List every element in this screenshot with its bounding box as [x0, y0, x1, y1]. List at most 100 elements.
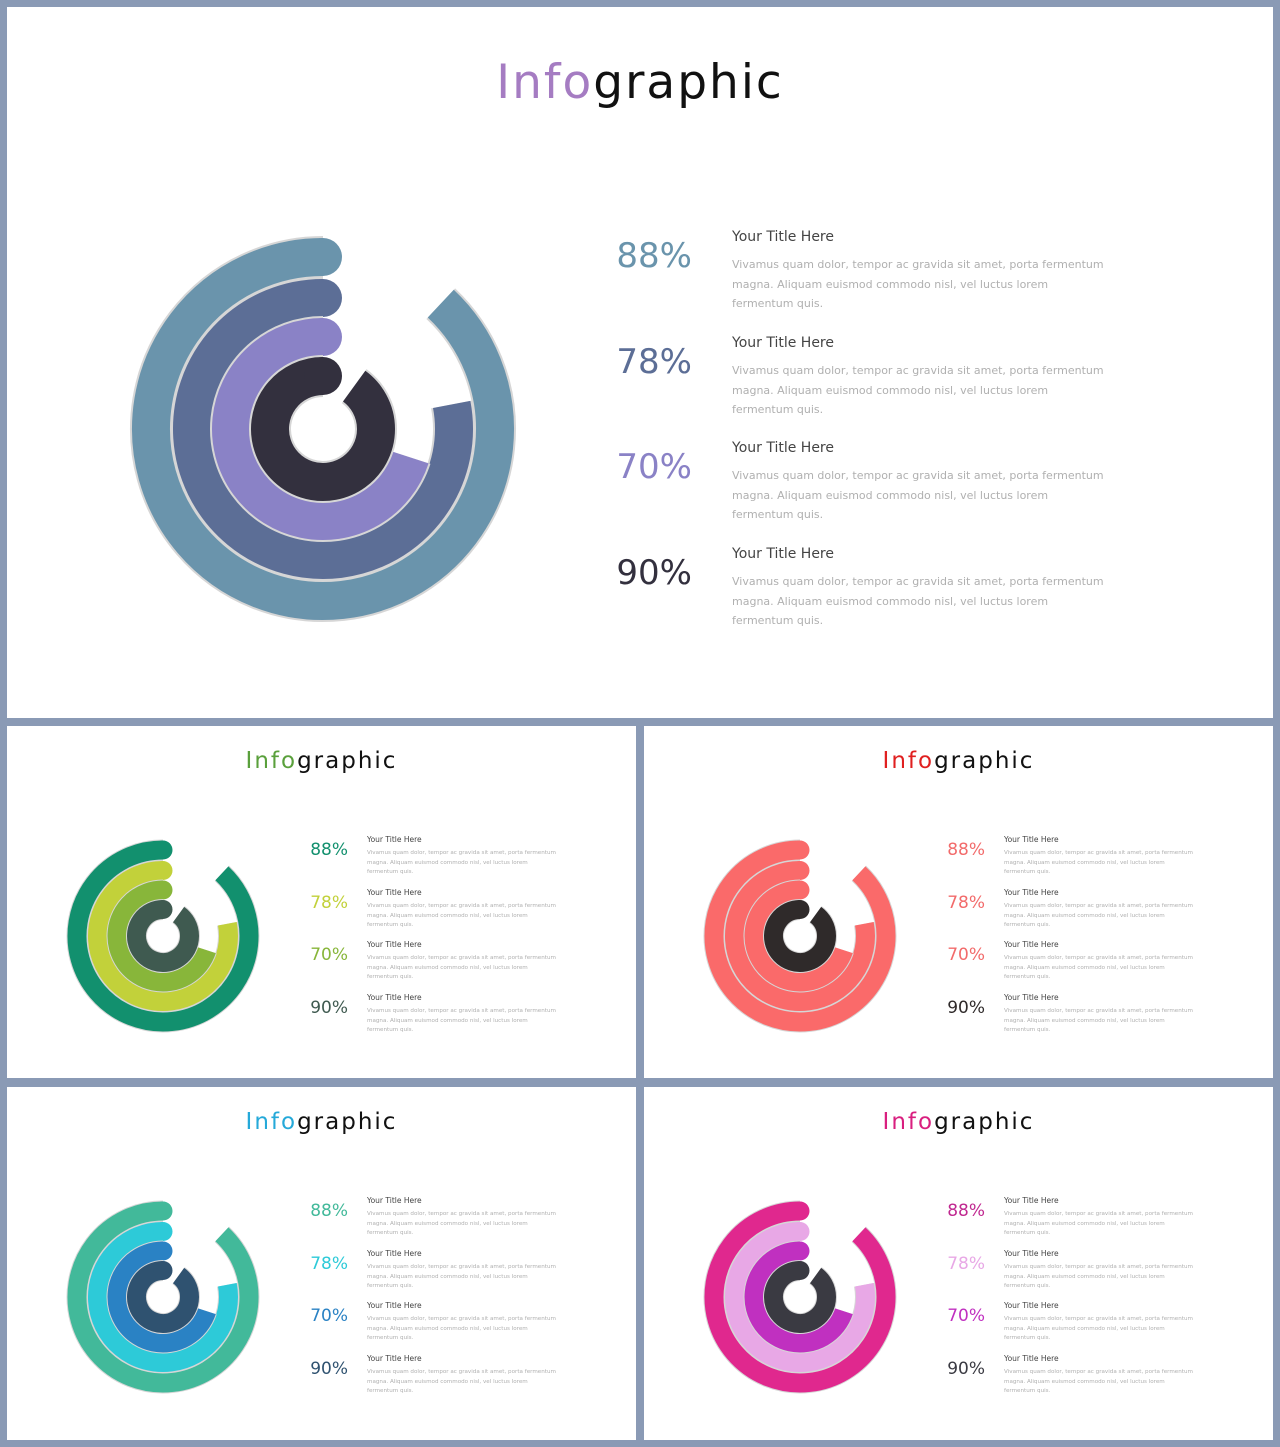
- ring-arc-2: [725, 1222, 875, 1372]
- percent-value: 90%: [947, 998, 985, 1018]
- ring-arc-3: [107, 1241, 216, 1353]
- percent-value: 70%: [310, 945, 348, 965]
- ring-cap-2: [790, 861, 810, 880]
- item-title: Your Title Here: [367, 940, 422, 949]
- item-description: Vivamus quam dolor, tempor ac gravida si…: [1004, 1211, 1193, 1237]
- title-rest: graphic: [934, 1109, 1035, 1135]
- ring-arc-4: [764, 900, 836, 972]
- slide-title: Infographic: [644, 748, 1273, 774]
- ring-cap-4: [153, 1261, 173, 1280]
- ring-arc-4: [251, 357, 395, 501]
- ring-arc-3: [744, 880, 853, 992]
- ring-arc-2: [88, 861, 238, 1011]
- item-title: Your Title Here: [1004, 1196, 1059, 1205]
- title-accent: Info: [882, 1109, 935, 1135]
- item-title: Your Title Here: [367, 835, 422, 844]
- ring-arc-4: [127, 900, 199, 972]
- item-title: Your Title Here: [367, 993, 422, 1002]
- percent-value: 70%: [947, 1306, 985, 1326]
- ring-cap-2: [790, 1222, 810, 1241]
- slide-title: Infographic: [7, 1109, 636, 1135]
- item-description: Vivamus quam dolor, tempor ac gravida si…: [1004, 1008, 1193, 1034]
- ring-arc-1: [132, 238, 514, 620]
- item-description: Vivamus quam dolor, tempor ac gravida si…: [1004, 850, 1193, 876]
- ring-cap-3: [304, 318, 342, 356]
- slide-green: Infographic 88% Your Title Here Vivamus …: [7, 726, 636, 1078]
- item-description: Vivamus quam dolor, tempor ac gravida si…: [1004, 1316, 1193, 1342]
- percent-value: 90%: [310, 1359, 348, 1379]
- item-description: Vivamus quam dolor, tempor ac gravida si…: [367, 1211, 556, 1237]
- item-description: Vivamus quam dolor, tempor ac gravida si…: [1004, 1264, 1193, 1290]
- slide-title: Infographic: [7, 55, 1273, 110]
- percent-value: 88%: [947, 1201, 985, 1221]
- percent-value: 88%: [616, 236, 692, 276]
- percent-value: 78%: [310, 1254, 348, 1274]
- title-accent: Info: [882, 748, 935, 774]
- item-description: Vivamus quam dolor, tempor ac gravida si…: [367, 1316, 556, 1342]
- item-title: Your Title Here: [367, 1196, 422, 1205]
- item-description: Vivamus quam dolor, tempor ac gravida si…: [732, 258, 1104, 310]
- item-title: Your Title Here: [1004, 940, 1059, 949]
- percent-value: 78%: [947, 893, 985, 913]
- ring-cap-1: [790, 1201, 810, 1221]
- ring-cap-1: [153, 840, 173, 860]
- slide-title: Infographic: [644, 1109, 1273, 1135]
- item-title: Your Title Here: [732, 546, 834, 562]
- ring-arc-2: [173, 279, 473, 579]
- ring-cap-1: [153, 1201, 173, 1221]
- ring-arc-3: [744, 1241, 853, 1353]
- title-rest: graphic: [297, 748, 398, 774]
- ring-cap-4: [790, 900, 810, 919]
- item-title: Your Title Here: [732, 229, 834, 245]
- percent-value: 88%: [947, 840, 985, 860]
- percent-value: 78%: [310, 893, 348, 913]
- slide-title: Infographic: [7, 748, 636, 774]
- title-rest: graphic: [593, 55, 784, 110]
- ring-chart: [66, 839, 260, 1033]
- item-description: Vivamus quam dolor, tempor ac gravida si…: [1004, 903, 1193, 929]
- item-title: Your Title Here: [367, 1301, 422, 1310]
- ring-cap-1: [304, 238, 342, 276]
- title-accent: Info: [245, 1109, 298, 1135]
- slide-main: Infographic 88% Your Title Here Vivamus …: [7, 7, 1273, 718]
- item-description: Vivamus quam dolor, tempor ac gravida si…: [367, 903, 556, 929]
- title-accent: Info: [245, 748, 298, 774]
- item-description: Vivamus quam dolor, tempor ac gravida si…: [367, 1008, 556, 1034]
- item-description: Vivamus quam dolor, tempor ac gravida si…: [367, 1369, 556, 1395]
- percent-value: 78%: [616, 342, 692, 382]
- percent-value: 90%: [947, 1359, 985, 1379]
- item-title: Your Title Here: [367, 888, 422, 897]
- ring-chart: [130, 236, 516, 622]
- ring-arc-4: [127, 1261, 199, 1333]
- item-description: Vivamus quam dolor, tempor ac gravida si…: [367, 1264, 556, 1290]
- title-rest: graphic: [934, 748, 1035, 774]
- item-title: Your Title Here: [1004, 1249, 1059, 1258]
- ring-arc-3: [212, 318, 429, 540]
- ring-cap-4: [790, 1261, 810, 1280]
- title-rest: graphic: [297, 1109, 398, 1135]
- ring-arc-4: [764, 1261, 836, 1333]
- item-title: Your Title Here: [367, 1249, 422, 1258]
- ring-arc-1: [704, 1201, 896, 1393]
- item-description: Vivamus quam dolor, tempor ac gravida si…: [367, 955, 556, 981]
- item-description: Vivamus quam dolor, tempor ac gravida si…: [1004, 955, 1193, 981]
- item-title: Your Title Here: [1004, 888, 1059, 897]
- ring-arc-1: [704, 840, 896, 1032]
- ring-cap-2: [153, 861, 173, 880]
- ring-arc-1: [67, 1201, 259, 1393]
- slide-blue: Infographic 88% Your Title Here Vivamus …: [7, 1087, 636, 1440]
- item-description: Vivamus quam dolor, tempor ac gravida si…: [732, 364, 1104, 416]
- item-title: Your Title Here: [732, 440, 834, 456]
- percent-value: 78%: [947, 1254, 985, 1274]
- item-description: Vivamus quam dolor, tempor ac gravida si…: [367, 850, 556, 876]
- ring-cap-3: [153, 1241, 173, 1261]
- ring-cap-4: [304, 357, 342, 395]
- ring-cap-3: [790, 880, 810, 900]
- ring-chart: [66, 1200, 260, 1394]
- item-title: Your Title Here: [1004, 835, 1059, 844]
- ring-cap-4: [153, 900, 173, 919]
- percent-value: 70%: [616, 447, 692, 487]
- slide-pink: Infographic 88% Your Title Here Vivamus …: [644, 1087, 1273, 1440]
- ring-arc-2: [88, 1222, 238, 1372]
- ring-arc-3: [107, 880, 216, 992]
